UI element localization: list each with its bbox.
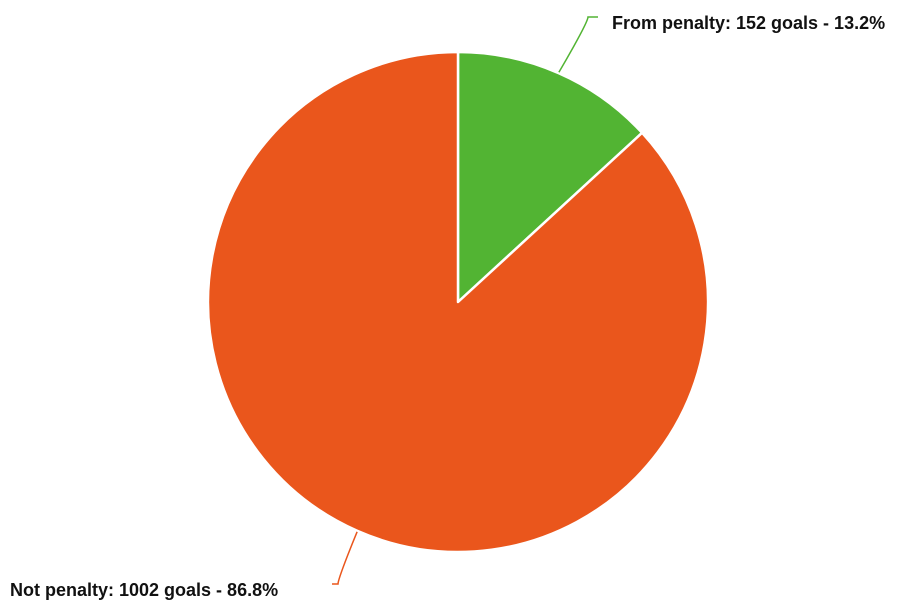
pie-slice-from-penalty (456, 50, 644, 304)
pie-slice-not-penalty (206, 50, 710, 554)
label-connectors (332, 16, 598, 585)
slice-label-from-penalty: From penalty: 152 goals - 13.2% (612, 13, 885, 33)
connector-line-not-penalty (332, 531, 358, 585)
connector-line-from-penalty (558, 16, 598, 73)
pie-slices (206, 50, 710, 554)
slice-label-not-penalty: Not penalty: 1002 goals - 86.8% (10, 580, 278, 600)
slice-labels: From penalty: 152 goals - 13.2% Not penal… (10, 13, 885, 600)
